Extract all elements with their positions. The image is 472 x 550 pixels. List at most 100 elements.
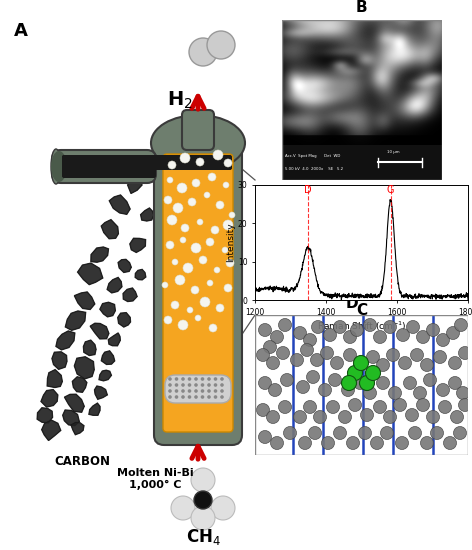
Circle shape [373,331,387,344]
Circle shape [194,377,198,381]
Circle shape [454,426,466,439]
Circle shape [377,359,389,371]
Circle shape [303,400,317,414]
Circle shape [188,395,191,399]
Circle shape [167,177,173,183]
Polygon shape [52,352,67,369]
Polygon shape [141,208,154,221]
Circle shape [181,224,189,232]
Bar [281,145,441,180]
Circle shape [188,383,191,387]
Circle shape [222,247,228,253]
Circle shape [303,333,317,346]
Circle shape [433,350,447,364]
Circle shape [175,395,178,399]
Circle shape [296,381,310,393]
Circle shape [167,215,177,225]
Circle shape [168,395,172,399]
Circle shape [396,437,408,449]
Circle shape [180,153,190,163]
Circle shape [354,359,366,371]
Circle shape [183,263,193,273]
Circle shape [191,506,215,530]
Circle shape [213,150,223,160]
Polygon shape [107,277,122,293]
Circle shape [408,426,421,439]
Circle shape [347,366,362,381]
Polygon shape [63,410,79,426]
Circle shape [383,410,396,424]
Ellipse shape [151,115,245,171]
Circle shape [346,437,360,449]
Polygon shape [91,247,109,262]
Circle shape [191,468,215,492]
FancyBboxPatch shape [52,150,156,183]
Circle shape [361,409,373,421]
Circle shape [267,356,279,370]
Circle shape [168,389,172,393]
Circle shape [311,354,323,366]
Circle shape [201,383,204,387]
Circle shape [342,376,356,390]
Polygon shape [65,394,84,412]
Circle shape [201,389,204,393]
Circle shape [284,426,296,439]
Circle shape [189,38,217,66]
Circle shape [448,377,462,389]
Circle shape [209,324,217,332]
Ellipse shape [51,149,61,184]
Circle shape [207,377,211,381]
Circle shape [194,383,198,387]
Circle shape [269,383,281,397]
Circle shape [164,196,172,204]
Circle shape [195,315,201,321]
Polygon shape [77,263,103,284]
Circle shape [259,377,271,389]
Circle shape [171,496,195,520]
Circle shape [166,241,174,249]
Circle shape [380,426,394,439]
FancyBboxPatch shape [154,140,242,445]
Polygon shape [127,178,142,194]
Circle shape [458,399,472,411]
Circle shape [363,387,377,399]
Y-axis label: Intensity: Intensity [226,223,235,262]
Text: Acc.V  Spot Mag      Det  WD: Acc.V Spot Mag Det WD [285,154,340,158]
Circle shape [334,426,346,439]
Circle shape [348,399,362,411]
Circle shape [224,159,232,167]
Circle shape [207,389,211,393]
Circle shape [220,395,224,399]
Circle shape [220,383,224,387]
Circle shape [181,377,185,381]
Circle shape [207,383,211,387]
Circle shape [416,331,430,344]
Circle shape [298,437,312,449]
Circle shape [394,399,406,411]
Circle shape [438,400,452,414]
Circle shape [214,267,220,273]
Polygon shape [135,270,146,280]
Circle shape [342,383,354,397]
Circle shape [455,318,467,332]
Circle shape [398,356,412,370]
Text: A: A [14,22,28,40]
Circle shape [224,284,232,292]
Circle shape [180,237,186,243]
Circle shape [168,377,172,381]
Circle shape [194,389,198,393]
Circle shape [354,355,369,371]
Circle shape [323,328,337,342]
Circle shape [164,316,172,324]
Polygon shape [42,420,61,441]
Circle shape [313,410,327,424]
Circle shape [278,400,292,414]
Circle shape [427,323,439,337]
Circle shape [344,349,356,361]
Polygon shape [71,422,84,435]
Polygon shape [118,312,131,327]
Circle shape [177,183,187,193]
Circle shape [191,286,199,294]
Polygon shape [118,260,131,272]
Circle shape [204,192,210,198]
